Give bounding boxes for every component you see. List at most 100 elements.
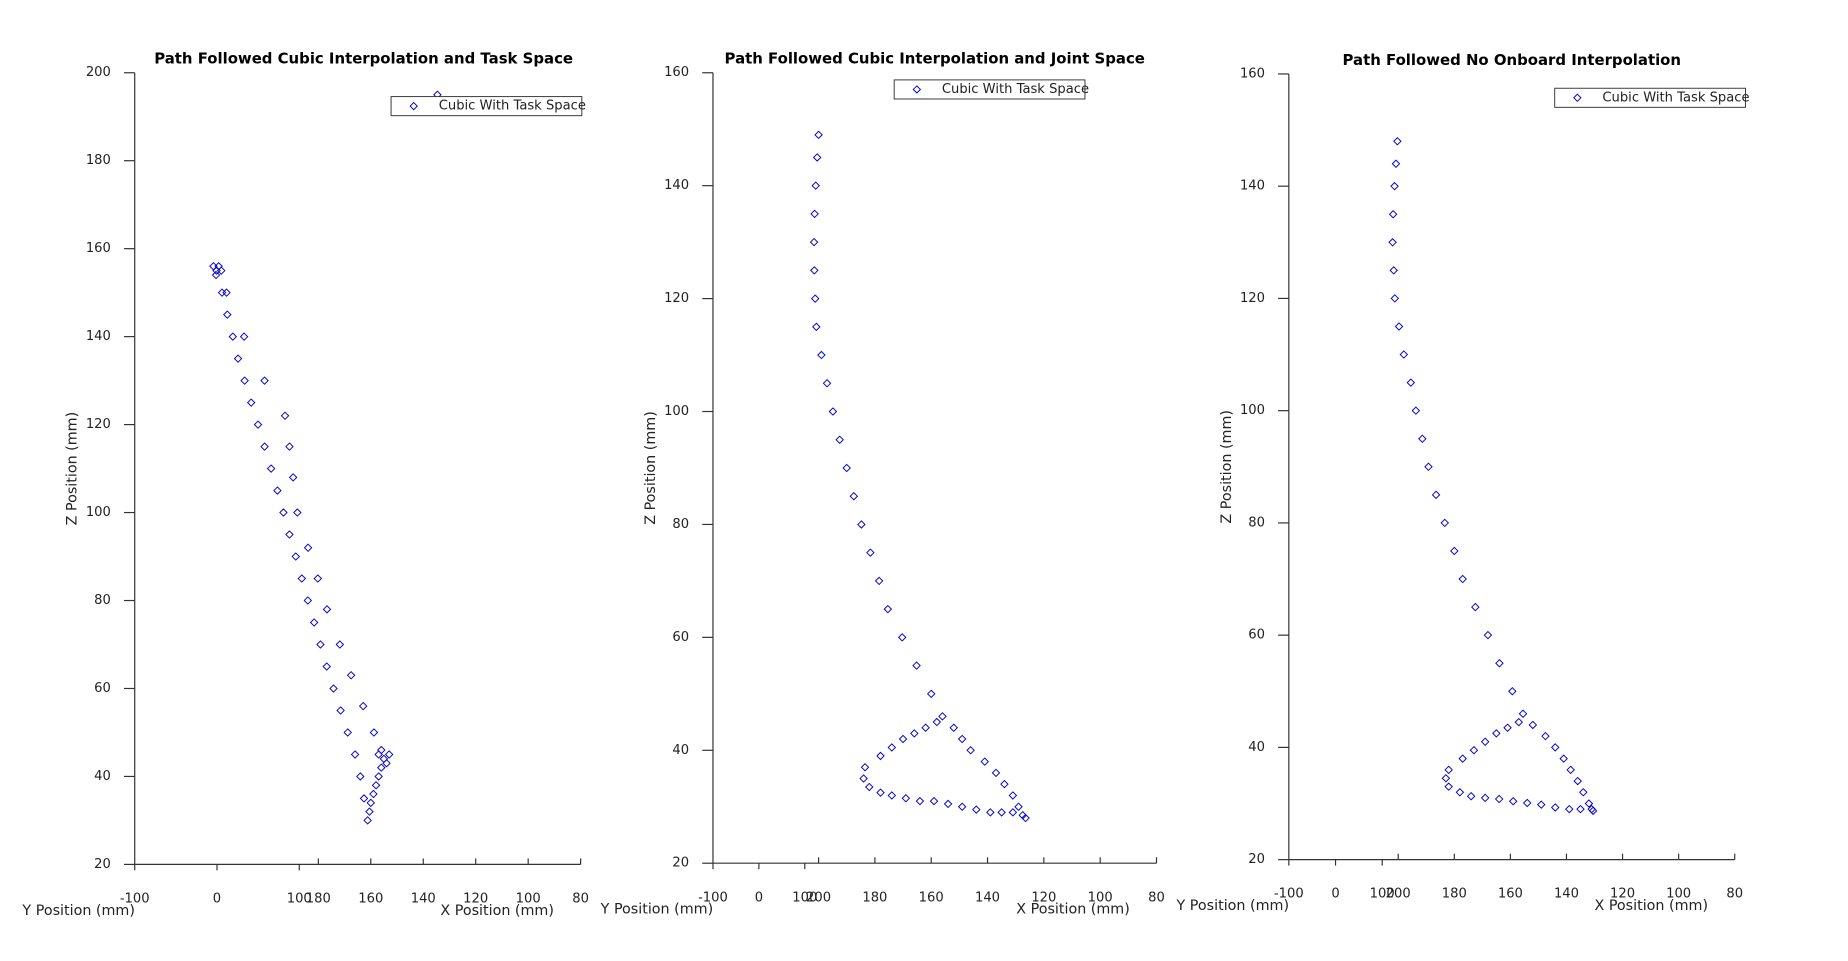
chart: Path Followed No Onboard Interpolation 20…	[1176, 51, 1750, 914]
data-point	[915, 796, 925, 806]
x-tick-label: 100	[1666, 887, 1691, 902]
data-point	[1514, 717, 1524, 727]
data-point	[966, 746, 975, 755]
chart-title: Path Followed Cubic Interpolation and Jo…	[725, 50, 1145, 68]
data-point	[293, 508, 302, 517]
data-point	[240, 376, 249, 385]
data-point	[874, 576, 884, 586]
data-point	[876, 751, 885, 761]
data-point	[260, 376, 269, 385]
data-point	[887, 743, 897, 752]
data-point	[1406, 378, 1416, 387]
data-point	[350, 750, 360, 759]
data-point	[316, 640, 325, 649]
data-point	[835, 435, 844, 445]
data-point	[1541, 731, 1550, 741]
data-point	[1573, 776, 1582, 786]
legend-label: Cubic With Task Space	[942, 82, 1089, 97]
x-tick-label: 180	[1442, 887, 1467, 902]
y-tick-label: 60	[1248, 628, 1265, 643]
data-point	[217, 266, 226, 275]
data-point	[1518, 709, 1528, 718]
data-point	[343, 728, 352, 737]
x-tick-label: 80	[572, 891, 589, 906]
data-point	[1431, 490, 1441, 500]
data-point	[222, 288, 231, 297]
data-point	[857, 520, 866, 529]
data-point	[1388, 238, 1397, 247]
data-point	[1483, 630, 1493, 640]
y-tick-label: 20	[94, 857, 111, 872]
data-point	[865, 782, 874, 792]
data-point	[1565, 804, 1574, 814]
data-point	[223, 310, 232, 319]
data-point	[810, 209, 819, 219]
y-tick-label: 40	[94, 769, 111, 784]
data-point	[1455, 788, 1465, 797]
data-point	[303, 543, 313, 552]
data-point	[377, 745, 386, 755]
data-point	[1584, 799, 1594, 808]
data-point	[379, 754, 389, 764]
y-axis-label: Z Position (mm)	[1219, 410, 1235, 524]
data-point	[1390, 294, 1400, 303]
y-tick-label: 160	[1240, 66, 1265, 81]
data-point	[1411, 406, 1421, 415]
data-point	[1399, 350, 1409, 359]
data-point	[377, 763, 386, 772]
data-point	[356, 772, 365, 781]
y-tick-label: 40	[672, 743, 689, 758]
data-point	[1008, 791, 1018, 800]
y-tick-label: 120	[664, 291, 689, 306]
data-point	[1014, 802, 1023, 812]
data-point	[817, 350, 826, 360]
data-point	[1566, 765, 1575, 775]
data-point	[810, 294, 820, 303]
x2-tick-label: 100	[287, 891, 312, 906]
data-point	[1390, 181, 1399, 191]
data-point	[1440, 518, 1450, 528]
x2-tick-label: 100	[1370, 887, 1395, 902]
data-point	[211, 270, 221, 280]
data-point	[1528, 720, 1538, 730]
chart: Path Followed Cubic Interpolation and Ta…	[21, 50, 589, 919]
data-point	[285, 442, 294, 451]
data-point	[921, 723, 930, 732]
data-point	[1458, 754, 1467, 763]
chart-title: Path Followed Cubic Interpolation and Ta…	[154, 50, 573, 68]
data-point	[929, 796, 939, 806]
data-point	[313, 574, 323, 583]
x-tick-label: 120	[1031, 890, 1056, 905]
data-point	[811, 181, 821, 190]
data-point	[266, 464, 276, 473]
y-tick-label: 80	[94, 593, 111, 608]
x-tick-label: 140	[975, 890, 1000, 905]
data-point	[943, 799, 953, 809]
x-tick-label: 200	[1386, 887, 1411, 902]
data-point	[280, 411, 290, 421]
data-point	[384, 750, 394, 759]
y-tick-label: 140	[86, 329, 111, 344]
data-point	[1389, 266, 1398, 275]
data-point	[859, 774, 868, 783]
data-point	[260, 442, 269, 451]
data-point	[322, 662, 331, 671]
data-point	[1450, 546, 1459, 556]
y-tick-label: 140	[1240, 179, 1265, 194]
legend-box	[1554, 87, 1746, 108]
data-point	[374, 772, 383, 781]
legend-marker	[1573, 93, 1582, 103]
data-point	[253, 420, 263, 429]
data-point	[322, 605, 332, 614]
data-point	[986, 808, 995, 817]
data-point	[812, 322, 821, 332]
data-point	[273, 486, 282, 495]
data-point	[1551, 743, 1560, 752]
data-point	[1466, 791, 1476, 801]
data-point	[810, 266, 819, 275]
data-point	[279, 508, 288, 517]
x-tick-label: 140	[1554, 887, 1579, 902]
y-tick-label: 160	[86, 241, 111, 256]
x-axis-label: X Position (mm)	[1594, 898, 1708, 914]
